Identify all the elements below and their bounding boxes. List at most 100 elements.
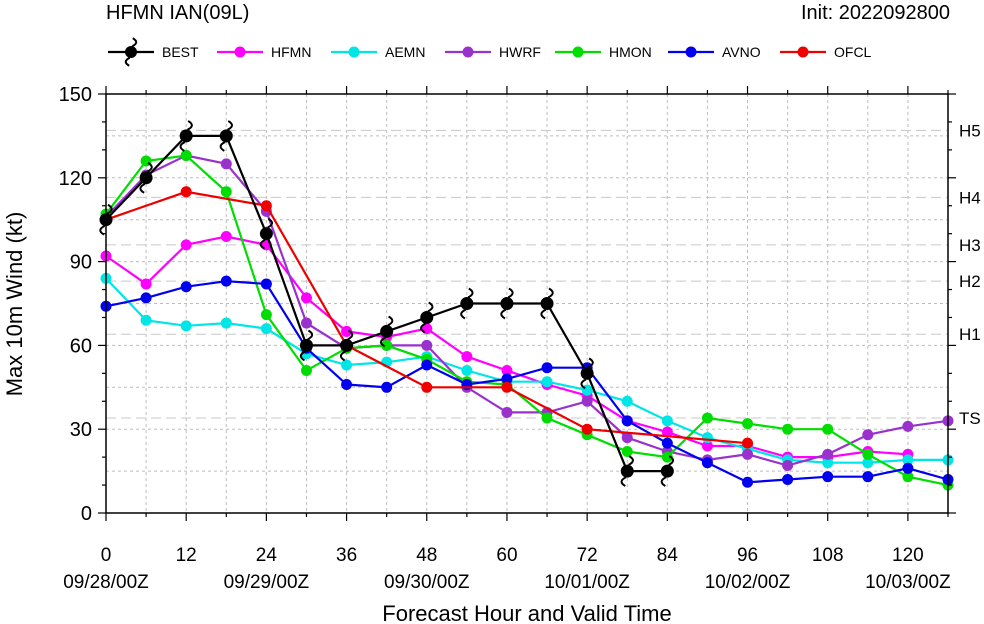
series-point-hfmn <box>220 230 232 242</box>
series-point-avno <box>421 359 433 371</box>
series-point-best <box>660 464 674 478</box>
date-label: 09/30/00Z <box>384 572 470 593</box>
legend-marker-best-arm-bottom <box>124 56 131 67</box>
series-point-aemn <box>461 365 473 377</box>
series-line-hwrf <box>105 154 949 467</box>
intensity-category-lines: TS H1 H2 H3 H4 H5 <box>106 121 981 428</box>
chart-title-left: HFMN IAN(09L) <box>106 2 249 24</box>
series-point-hmon <box>180 149 192 161</box>
series-line-aemn <box>105 277 948 464</box>
series-point-hwrf <box>581 395 593 407</box>
series-point-hmon <box>381 339 393 351</box>
series-point-hfmn <box>461 351 473 363</box>
series-point-avno <box>501 373 513 385</box>
series-point-aemn <box>541 376 553 388</box>
series-point-hmon <box>701 412 713 424</box>
series-point-hfmn <box>180 239 192 251</box>
series-point-hfmn <box>300 292 312 304</box>
series-point-best-arm-top <box>427 301 434 313</box>
series-point-hfmn <box>140 278 152 290</box>
date-label: 09/28/00Z <box>63 572 149 593</box>
series-point-best <box>299 338 313 352</box>
series-point-hwrf <box>220 158 232 170</box>
series-point-best-arm-bottom <box>139 183 146 194</box>
series-point-hwrf <box>501 406 513 418</box>
series-point-aemn <box>621 395 633 407</box>
series-point-avno <box>701 457 713 469</box>
series-point-best-arm-bottom <box>620 476 627 487</box>
x-tick-label: 24 <box>256 545 278 566</box>
series-point-best-arm-top <box>106 203 113 215</box>
category-label: H5 <box>959 121 981 140</box>
legend-marker-ofcl <box>797 46 809 58</box>
series-point-avno <box>661 437 673 449</box>
y-axis-label: Max 10m Wind (kt) <box>2 212 27 397</box>
y-tick-label: 120 <box>59 168 92 190</box>
y-tick-label: 60 <box>70 335 92 357</box>
series-point-best-arm-top <box>267 217 274 229</box>
y-tick-label: 30 <box>70 419 92 441</box>
series-point-hfmn <box>701 440 713 452</box>
category-label: H3 <box>959 236 981 255</box>
series-point-best <box>259 227 273 241</box>
series-point-aemn <box>220 317 232 329</box>
series-point-avno <box>341 379 353 391</box>
series-point-best-arm-bottom <box>179 141 186 152</box>
series-point-best-arm-top <box>227 120 233 131</box>
x-tick-label: 48 <box>416 545 437 566</box>
series-point-best-arm-bottom <box>259 238 266 250</box>
x-tick-label: 12 <box>176 545 197 566</box>
series-point-best-arm-top <box>387 315 394 327</box>
plot-frame <box>105 93 949 514</box>
series-point-best <box>540 297 554 310</box>
series-point-best <box>219 129 233 143</box>
series-point-aemn <box>260 323 272 335</box>
series-point-hmon <box>260 309 272 321</box>
series-point-best <box>420 310 434 324</box>
series-point-best-arm-top <box>146 161 153 173</box>
series-point-hwrf <box>902 420 914 432</box>
x-tick-label: 60 <box>496 545 517 566</box>
date-label: 10/02/00Z <box>705 572 791 593</box>
x-tick-label: 120 <box>892 545 924 566</box>
series-point-best-arm-bottom <box>219 141 226 152</box>
y-tick-label: 90 <box>70 252 92 274</box>
legend-marker-hfmn <box>234 46 246 58</box>
series-point-avno <box>621 415 633 427</box>
series-point-hwrf <box>862 429 874 441</box>
x-tick-label: 84 <box>657 545 679 566</box>
series-point-aemn <box>822 457 834 469</box>
series-point-hmon <box>220 186 232 198</box>
series-point-avno <box>140 292 152 304</box>
series-point-hfmn <box>341 325 353 337</box>
legend-marker-best-arm-top <box>131 37 138 48</box>
legend-label-hfmn: HFMN <box>271 44 311 60</box>
series-point-aemn <box>661 415 673 427</box>
series-point-best-arm-top <box>187 120 193 131</box>
category-label: H1 <box>959 325 981 344</box>
legend-marker-hmon <box>572 46 584 58</box>
series-point-ofcl <box>421 381 433 393</box>
series-point-aemn <box>140 314 152 326</box>
axes: 0 12 24 36 48 60 72 84 96 108 120 09/28/00Z 09/29/00… <box>59 84 956 593</box>
series-point-best-arm-top <box>547 287 554 299</box>
series-point-best-arm-bottom <box>379 336 386 348</box>
series-point-hwrf <box>782 460 794 472</box>
legend-label-ofcl: OFCL <box>834 44 872 60</box>
series-point-aemn <box>902 454 914 466</box>
grid <box>106 94 948 513</box>
series-point-avno <box>381 381 393 393</box>
series-point-ofcl <box>260 200 272 212</box>
series-point-hmon <box>742 418 754 430</box>
series-point-avno <box>742 476 754 488</box>
legend-marker-avno <box>685 46 697 58</box>
date-label: 10/03/00Z <box>865 572 951 593</box>
chart-title-right: Init: 2022092800 <box>801 2 950 24</box>
series-point-avno <box>862 471 874 483</box>
series-point-hmon <box>782 423 794 435</box>
x-axis-label: Forecast Hour and Valid Time <box>382 601 671 624</box>
series-point-best-arm-top <box>307 329 314 341</box>
series-line-hmon <box>105 154 949 487</box>
series-point-best <box>179 129 193 143</box>
